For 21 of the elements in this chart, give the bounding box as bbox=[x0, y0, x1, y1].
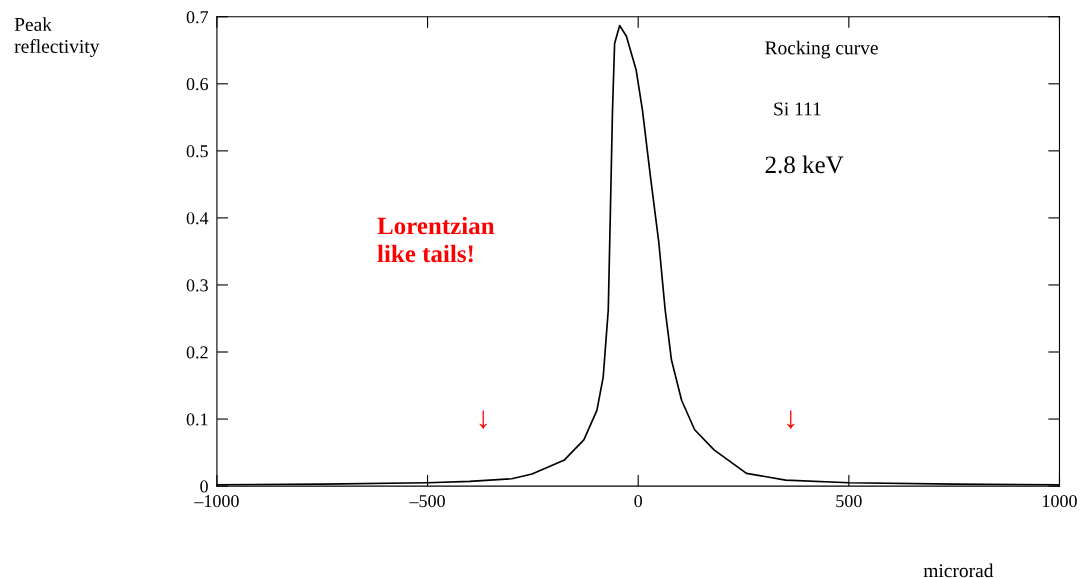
y-tick-label: 0.2 bbox=[186, 346, 208, 359]
x-tick-label: –500 bbox=[409, 494, 445, 508]
annotation: Rocking curve bbox=[765, 40, 878, 59]
y-tick-label: 0.6 bbox=[186, 78, 209, 91]
y-tick-label: 0.5 bbox=[186, 145, 208, 158]
x-tick-label: 1000 bbox=[1043, 494, 1077, 508]
annotation: 2.8 keV bbox=[765, 155, 844, 174]
annotation: Si 111 bbox=[774, 102, 821, 116]
y-tick-label: 0.4 bbox=[186, 212, 209, 225]
annotation: ↓ bbox=[479, 410, 487, 429]
x-axis-title: microrad bbox=[923, 563, 994, 578]
y-axis-title: Peak reflectivity bbox=[14, 17, 100, 57]
x-tick-label: 0 bbox=[634, 494, 643, 508]
y-tick-label: 0.7 bbox=[186, 11, 209, 24]
y-tick-label: 0.3 bbox=[186, 279, 208, 292]
annotation: ↓ bbox=[787, 410, 795, 429]
annotation: Lorentzian like tails! bbox=[377, 216, 495, 263]
y-tick-label: 0 bbox=[200, 480, 208, 493]
x-tick-label: 500 bbox=[836, 494, 862, 508]
x-tick-label: –1000 bbox=[194, 494, 239, 508]
y-tick-label: 0.1 bbox=[186, 413, 208, 426]
